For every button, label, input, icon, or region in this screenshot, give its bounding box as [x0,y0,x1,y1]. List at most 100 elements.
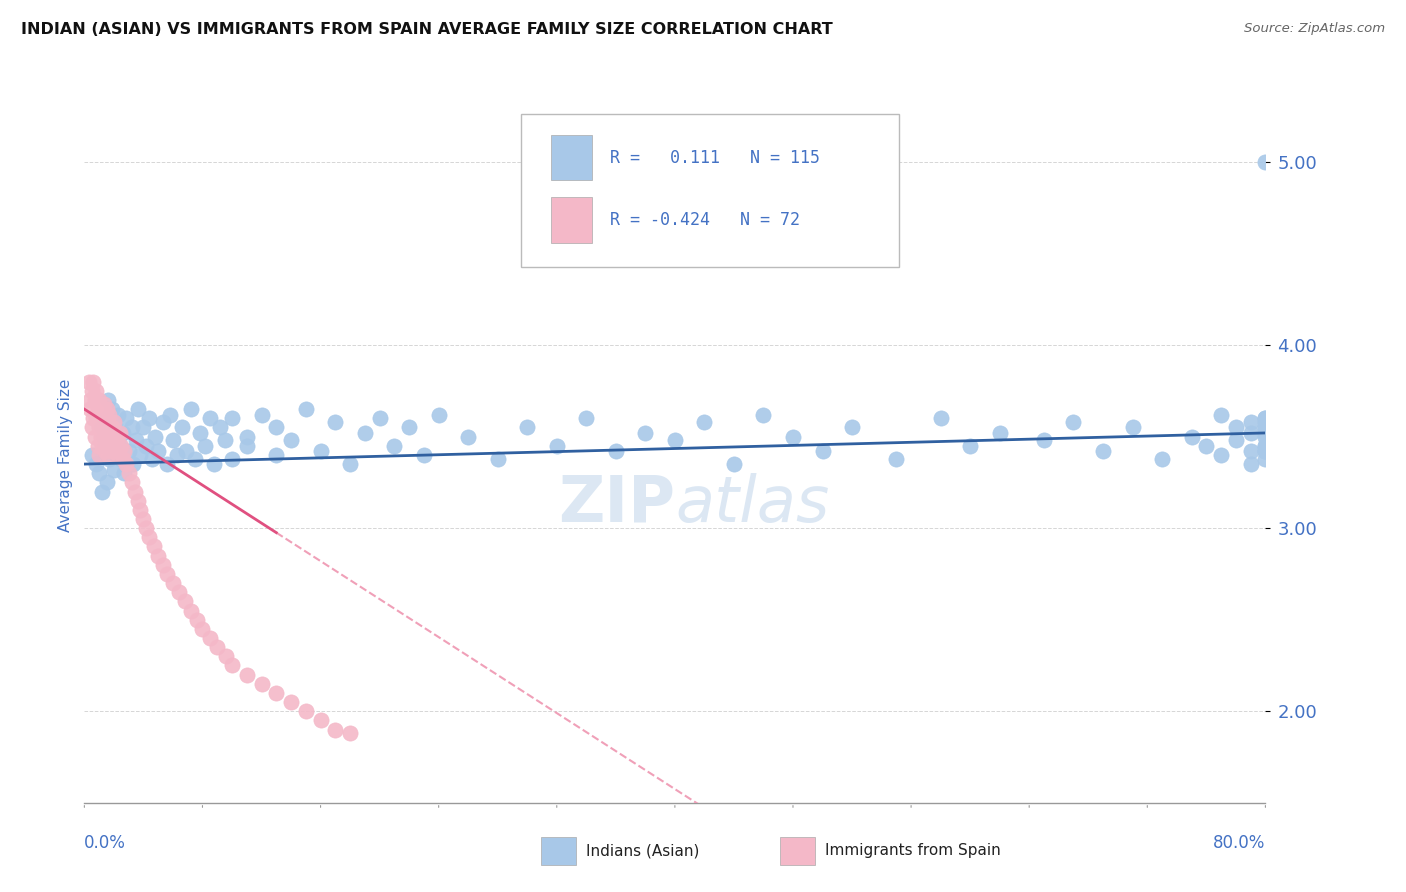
Point [959,439,981,453]
Point [166,448,188,462]
Point [101,444,124,458]
Point [1254,411,1277,425]
Point [198,411,221,425]
Point [221,658,243,673]
Point [87,448,111,462]
Text: Source: ZipAtlas.com: Source: ZipAtlas.com [1244,22,1385,36]
Text: ZIP: ZIP [558,473,675,534]
Point [103,434,125,448]
Point [250,677,273,691]
Point [174,444,197,458]
Point [96,475,118,490]
Point [84,384,107,398]
Bar [551,197,592,243]
Point [129,503,152,517]
Point [79,392,101,407]
Point [94,415,117,429]
Point [1240,415,1263,429]
Point [132,420,155,434]
Point [382,439,406,453]
Point [112,444,135,458]
Point [152,558,174,572]
Point [121,475,143,490]
Point [112,467,135,481]
Point [339,457,361,471]
Point [97,448,120,462]
Point [1240,425,1263,440]
Point [664,434,686,448]
Point [752,408,775,422]
Point [90,402,112,417]
Point [1254,415,1277,429]
Point [156,457,179,471]
Point [184,451,207,466]
Point [97,420,120,434]
Point [104,439,127,453]
Text: R =   0.111   N = 115: R = 0.111 N = 115 [610,149,820,167]
Point [129,448,152,462]
Point [1254,444,1277,458]
Point [98,434,121,448]
Point [427,408,450,422]
Point [132,512,155,526]
Point [221,451,243,466]
Point [280,695,302,709]
Point [309,444,332,458]
Point [156,566,179,581]
Point [1254,429,1277,443]
Point [79,402,101,417]
Point [98,451,121,466]
Point [841,420,863,434]
Point [135,439,157,453]
Point [205,640,228,655]
Point [127,493,149,508]
Point [100,444,122,458]
Point [1254,444,1277,458]
Point [82,411,104,425]
Point [98,408,121,422]
Point [354,425,377,440]
Point [1209,448,1232,462]
Point [235,429,259,443]
Point [215,649,238,664]
Point [100,425,122,440]
Point [80,420,103,434]
Point [114,411,136,425]
Text: R = -0.424   N = 72: R = -0.424 N = 72 [610,211,800,229]
Point [1032,434,1054,448]
Point [90,429,112,443]
Point [108,439,131,453]
Point [575,411,598,425]
Point [605,444,627,458]
Point [91,439,114,453]
Point [186,613,208,627]
Point [118,467,141,481]
Point [1254,439,1277,453]
Point [180,603,202,617]
Point [398,420,420,434]
Point [101,402,124,417]
Bar [551,135,592,180]
Point [1254,451,1277,466]
Point [105,434,128,448]
Point [368,411,391,425]
Point [264,686,288,700]
Point [105,448,128,462]
Point [202,457,225,471]
Point [1091,444,1114,458]
Point [1063,415,1085,429]
Point [87,467,111,481]
Point [1180,429,1202,443]
Point [148,444,170,458]
Point [107,448,129,462]
Text: 80.0%: 80.0% [1213,834,1265,852]
Point [93,397,115,411]
Point [148,549,170,563]
Point [86,439,108,453]
Point [91,420,114,434]
Point [546,439,568,453]
Point [124,484,146,499]
Point [1225,434,1247,448]
Text: INDIAN (ASIAN) VS IMMIGRANTS FROM SPAIN AVERAGE FAMILY SIZE CORRELATION CHART: INDIAN (ASIAN) VS IMMIGRANTS FROM SPAIN … [21,22,832,37]
Point [1240,457,1263,471]
